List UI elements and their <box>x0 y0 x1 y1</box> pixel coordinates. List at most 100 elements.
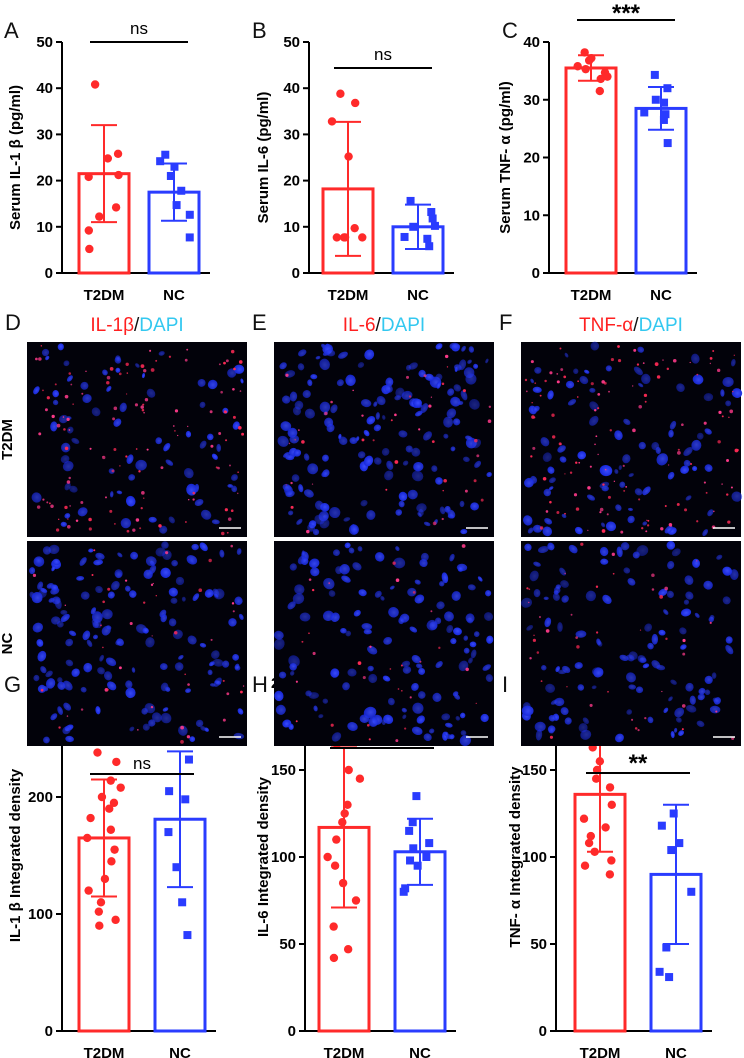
significance-label: ns <box>374 45 392 64</box>
nucleus <box>234 665 241 671</box>
stain-speck <box>295 680 298 683</box>
stain-speck <box>222 718 226 722</box>
nucleus <box>432 692 442 702</box>
data-point <box>90 80 100 89</box>
nucleus <box>620 542 630 551</box>
stain-speck <box>556 373 559 375</box>
nucleus <box>37 650 47 662</box>
nucleus <box>95 706 101 715</box>
nucleus <box>36 639 44 647</box>
nucleus <box>480 713 489 723</box>
stain-speck <box>536 651 540 654</box>
stain-speck <box>58 726 61 729</box>
nucleus <box>307 524 315 532</box>
data-point <box>111 203 121 212</box>
stain-speck <box>542 477 547 481</box>
y-tick-label: 100 <box>28 906 53 923</box>
nucleus <box>567 399 577 406</box>
nucleus <box>527 527 534 534</box>
stain-speck <box>549 500 552 504</box>
nucleus <box>703 393 714 402</box>
y-axis-label: TNF- α Integrated density <box>507 766 524 948</box>
stain-speck <box>140 405 144 409</box>
stain-speck <box>575 507 580 511</box>
nucleus <box>366 510 376 520</box>
nucleus <box>564 717 572 725</box>
stain-speck <box>578 461 581 464</box>
stain-speck <box>36 505 41 509</box>
x-category-label: NC <box>169 1045 191 1058</box>
stain-speck <box>135 448 138 450</box>
stain-speck <box>152 582 154 585</box>
stain-speck <box>733 354 735 356</box>
nucleus <box>330 612 340 622</box>
stain-speck <box>150 368 155 372</box>
nucleus <box>181 596 186 602</box>
nucleus <box>477 576 483 582</box>
stain-speck <box>599 507 604 512</box>
stain-speck <box>80 500 84 504</box>
stain-speck <box>645 530 648 533</box>
data-point <box>412 792 421 801</box>
nucleus <box>206 433 214 441</box>
stain-speck <box>551 413 555 417</box>
stain-speck <box>419 660 422 663</box>
nucleus <box>413 398 422 408</box>
nucleus <box>458 359 467 371</box>
nucleus <box>557 622 563 632</box>
stain-speck <box>132 528 136 532</box>
nucleus <box>414 579 421 585</box>
nucleus <box>547 390 554 400</box>
stain-speck <box>661 690 663 693</box>
nucleus <box>667 560 675 570</box>
nucleus <box>155 437 163 445</box>
stain-speck <box>539 526 544 530</box>
nucleus <box>435 343 443 350</box>
stain-title: IL-1β/DAPI <box>90 315 183 336</box>
nucleus <box>301 550 306 557</box>
nucleus <box>669 420 677 430</box>
stain-speck <box>524 378 528 382</box>
data-point <box>107 857 116 866</box>
nucleus <box>541 665 547 671</box>
nucleus <box>65 659 74 667</box>
nucleus <box>101 609 113 620</box>
stain-speck <box>533 634 535 637</box>
row-label-nc: NC <box>0 633 16 655</box>
stain-speck <box>408 395 412 398</box>
nucleus <box>692 374 704 385</box>
stain-speck <box>38 432 42 436</box>
stain-speck <box>91 573 94 576</box>
nucleus <box>561 595 569 603</box>
nucleus <box>119 402 127 413</box>
nucleus <box>463 456 470 463</box>
nucleus <box>530 378 534 384</box>
nucleus <box>322 698 329 704</box>
nucleus <box>341 575 351 583</box>
stain-speck <box>676 502 680 506</box>
stain-speck <box>141 490 145 495</box>
stain-speck <box>32 573 37 577</box>
stain-speck <box>238 360 243 364</box>
data-point <box>336 89 345 98</box>
nucleus <box>449 342 461 351</box>
panel-letter: E <box>252 310 267 335</box>
stain-speck <box>643 393 648 398</box>
data-point <box>665 973 674 982</box>
stain-speck <box>109 509 113 513</box>
data-point <box>185 210 194 219</box>
micrograph-background <box>27 342 247 537</box>
y-tick-label: 100 <box>522 849 547 866</box>
nucleus <box>436 601 445 610</box>
nucleus <box>589 387 596 393</box>
stain-speck <box>64 446 69 451</box>
nucleus <box>178 654 184 660</box>
data-point <box>329 953 339 963</box>
stain-speck <box>106 381 110 385</box>
stain-speck <box>727 520 731 524</box>
nucleus <box>83 662 93 673</box>
stain-speck <box>62 416 65 418</box>
stain-speck <box>709 362 712 365</box>
stain-speck <box>606 513 609 516</box>
stain-speck <box>730 486 733 489</box>
